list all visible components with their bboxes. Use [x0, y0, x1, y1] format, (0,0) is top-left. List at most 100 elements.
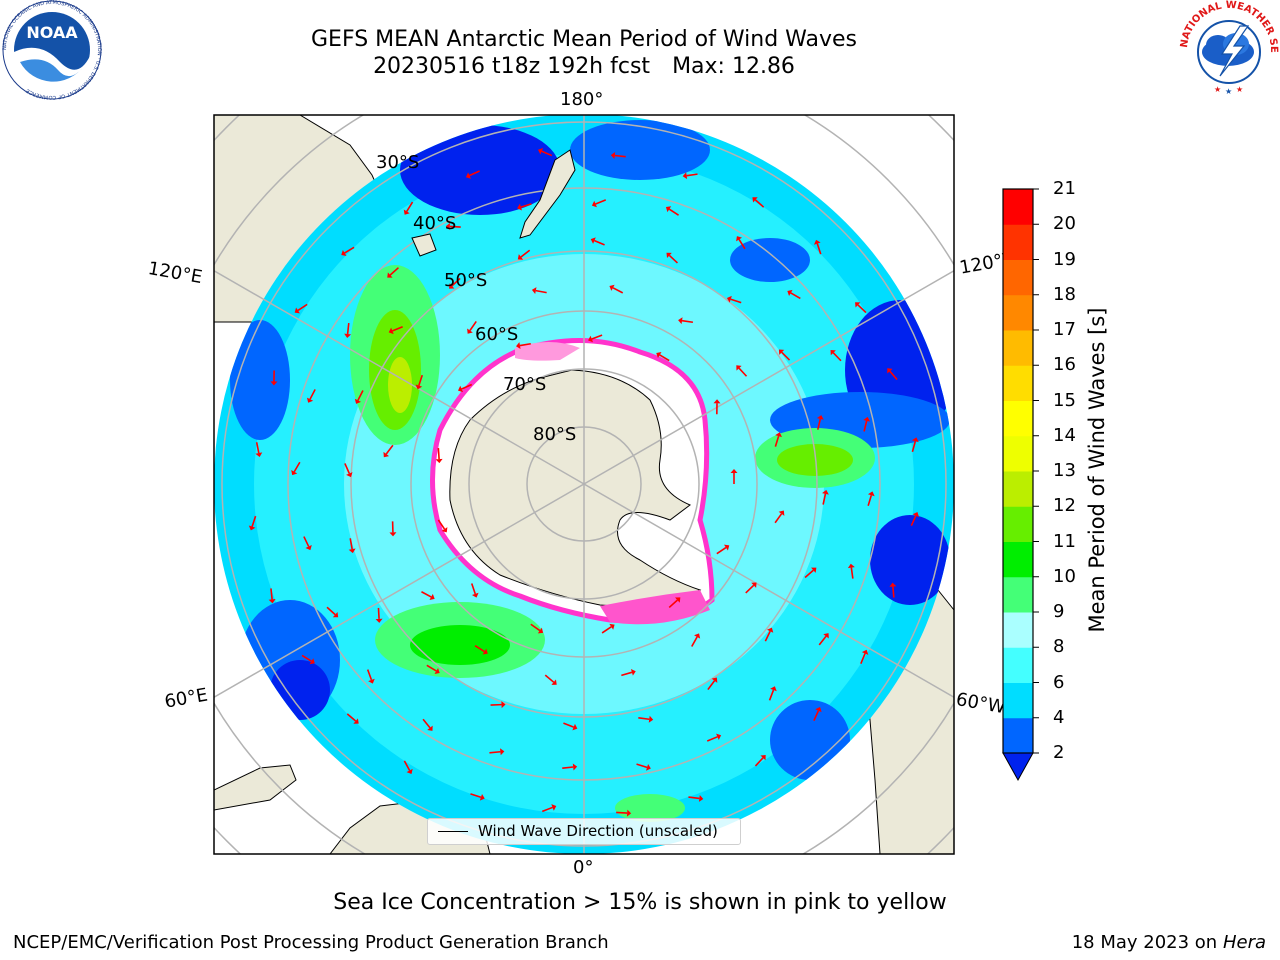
wind-wave-arrow-shaft — [426, 664, 437, 672]
wind-wave-arrow-head — [723, 544, 730, 551]
wind-wave-arrow-head — [309, 658, 315, 665]
wind-wave-arrow-shaft — [519, 342, 531, 347]
wind-wave-arrow-head — [713, 399, 721, 404]
wind-wave-arrow-head — [678, 317, 683, 325]
lat-label-40s: 40°S — [413, 213, 457, 234]
sea-ice-caption: Sea Ice Concentration > 15% is shown in … — [333, 890, 947, 915]
wind-wave-arrow-head — [429, 593, 435, 601]
wind-wave-arrow-shaft — [489, 750, 501, 754]
wind-wave-arrow-shaft — [730, 298, 742, 304]
wind-wave-arrow-shaft — [754, 199, 765, 208]
wind-wave-arrow-head — [775, 432, 782, 438]
wind-wave-arrow-head — [730, 469, 738, 473]
map-frame — [213, 114, 955, 855]
noaa-logo-text: NOAA — [26, 23, 78, 42]
wind-wave-arrow-shaft — [303, 536, 310, 547]
wind-wave-arrow-shaft — [738, 367, 748, 377]
wind-wave-arrow-head — [630, 668, 636, 676]
wind-wave-arrow-shaft — [293, 461, 301, 473]
wind-wave-arrow-shaft — [437, 448, 440, 460]
wind-wave-arrow-head — [435, 458, 443, 464]
wind-wave-arrow-shaft — [614, 154, 626, 158]
wind-wave-arrow-shaft — [449, 225, 461, 228]
wind-wave-arrow-shaft — [357, 390, 364, 401]
wind-wave-arrow-head — [458, 385, 464, 393]
wind-wave-arrow-head — [375, 618, 383, 623]
wind-wave-arrow-head — [698, 794, 704, 802]
colorbar-segment — [1003, 576, 1033, 613]
wind-wave-arrow-head — [294, 307, 300, 314]
wind-wave-arrow-head — [823, 633, 829, 639]
colorbar-segment — [1003, 365, 1033, 401]
wind-wave-arrow-head — [306, 397, 314, 403]
wind-wave-arrow-shaft — [668, 254, 679, 264]
wind-wave-arrow-shaft — [790, 292, 801, 300]
wind-wave-arrow-head — [711, 677, 718, 683]
colorbar-segment — [1003, 541, 1033, 578]
wind-wave-arrow-shaft — [403, 760, 411, 771]
wind-wave-arrow-head — [346, 472, 353, 478]
wind-wave-arrow-shaft — [910, 515, 917, 527]
wind-wave-arrow-head — [445, 222, 450, 230]
wind-wave-arrow-head — [467, 328, 473, 334]
wind-wave-arrow-shaft — [377, 607, 380, 619]
wind-wave-arrow-shaft — [422, 718, 431, 729]
colorbar-segment — [1003, 435, 1033, 472]
legend-label: Wind Wave Direction (unscaled) — [478, 822, 718, 840]
wind-wave-arrow-head — [760, 754, 766, 761]
wind-wave-arrow-shaft — [822, 493, 827, 505]
wind-wave-arrow-shaft — [638, 716, 650, 721]
wind-wave-arrow-head — [766, 627, 774, 633]
wind-wave-arrow-head — [867, 491, 875, 497]
sea-ice-patch-ross — [515, 342, 580, 361]
wind-wave-arrow-shaft — [616, 811, 628, 814]
colorbar-extend-triangle — [1002, 752, 1034, 782]
wind-wave-arrow-shaft — [754, 757, 764, 767]
wind-wave-arrow-head — [816, 415, 824, 420]
wind-wave-arrow-head — [482, 648, 488, 655]
map-legend: Wind Wave Direction (unscaled) — [427, 818, 741, 845]
wind-wave-arrow-head — [822, 489, 829, 495]
lon-label-0: 0° — [573, 857, 594, 878]
colorbar-segment — [1003, 717, 1033, 754]
wind-wave-arrow-shaft — [470, 793, 482, 799]
wind-wave-arrow-head — [449, 283, 455, 289]
wind-wave-arrow-head — [517, 203, 522, 211]
wind-wave-arrow-head — [787, 289, 793, 296]
wind-wave-arrow-shaft — [326, 606, 336, 616]
wind-wave-arrow-head — [353, 718, 359, 724]
wind-wave-arrow-shaft — [781, 351, 791, 361]
colorbar-tick-label: 19 — [1053, 248, 1076, 270]
wind-wave-arrow-head — [610, 152, 616, 159]
wind-wave-arrow-head — [726, 295, 732, 303]
wind-wave-arrow-head — [656, 351, 662, 359]
wind-wave-arrow-head — [830, 349, 836, 356]
wind-wave-arrow-shaft — [389, 267, 399, 276]
wind-wave-arrow-shaft — [816, 418, 822, 430]
colorbar-segments — [1003, 189, 1033, 754]
wind-wave-arrow-shaft — [668, 208, 679, 216]
wind-wave-arrow-head — [531, 287, 537, 295]
colorbar-tick-label: 4 — [1053, 706, 1065, 728]
wind-wave-arrow-shaft — [804, 569, 814, 579]
wind-wave-arrow-head — [538, 148, 544, 155]
wind-wave-arrow-head — [415, 384, 423, 390]
wind-wave-arrow-shaft — [595, 199, 607, 205]
colorbar-tick-label: 2 — [1053, 742, 1065, 763]
tasmania-landmass — [411, 233, 437, 257]
colorbar-tick-label: 13 — [1053, 460, 1076, 481]
wind-wave-arrow-head — [646, 764, 651, 771]
forecast-run-label: 20230516 t18z 192h fcst — [373, 54, 651, 79]
lat-label-70s: 70°S — [503, 374, 547, 395]
wind-wave-arrow-head — [403, 209, 410, 215]
wind-wave-arrow-head — [270, 381, 278, 386]
colorbar-tick-label: 14 — [1053, 424, 1076, 446]
wind-wave-arrow-shaft — [818, 635, 827, 646]
colorbar-segment — [1003, 612, 1033, 648]
legend-line-swatch — [438, 831, 468, 832]
wind-wave-arrow-head — [591, 200, 597, 208]
wind-wave-arrow-shaft — [392, 326, 403, 332]
wind-wave-arrow-head — [751, 582, 757, 588]
colorbar-tick-label: 20 — [1053, 213, 1076, 235]
wind-wave-arrow-head — [648, 715, 654, 723]
